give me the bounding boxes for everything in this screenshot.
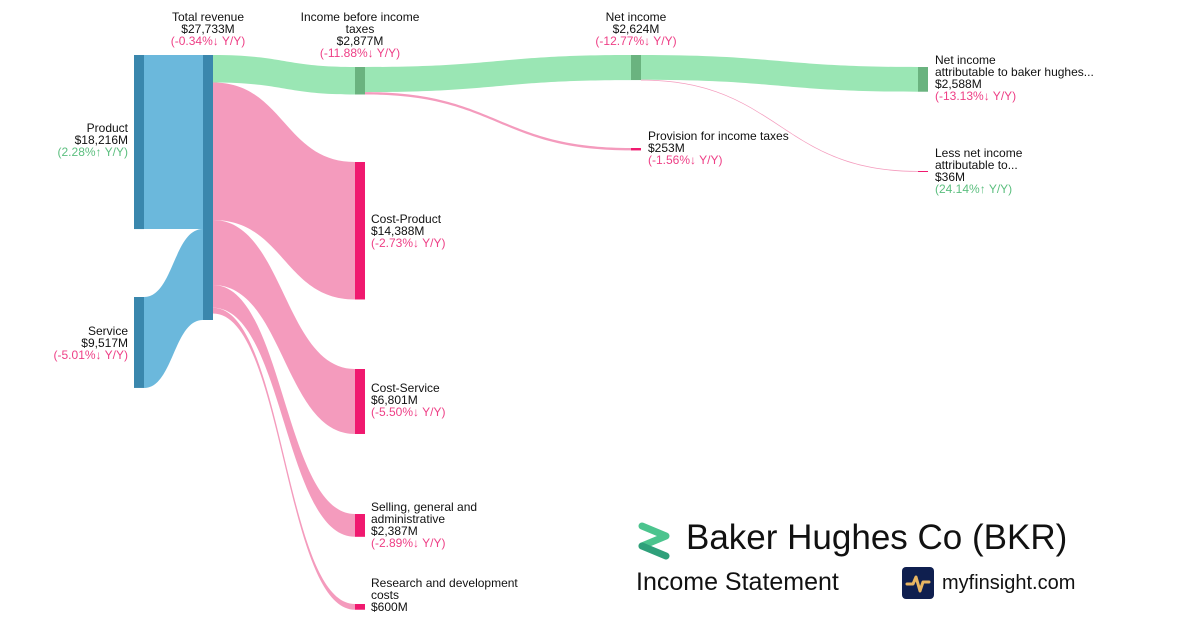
- node-nci: [918, 171, 928, 172]
- link-ibt-ni: [365, 55, 631, 93]
- node-ibt: [355, 67, 365, 95]
- node-change: (-13.13%↓ Y/Y): [935, 89, 1017, 103]
- node-ni: [631, 55, 641, 81]
- node-tax: [631, 148, 641, 151]
- statement-subtitle: Income Statement: [636, 568, 839, 596]
- node-value: $9,517M: [81, 336, 128, 350]
- node-value: $14,388M: [371, 224, 425, 238]
- node-change: (-1.56%↓ Y/Y): [648, 153, 723, 167]
- label-costp: Cost-Product $14,388M (-2.73%↓ Y/Y): [371, 213, 445, 249]
- link-total-costs: [213, 219, 355, 434]
- node-change: (24.14%↑ Y/Y): [935, 182, 1013, 196]
- link-product-total: [144, 55, 203, 230]
- label-costs: Cost-Service $6,801M (-5.50%↓ Y/Y): [371, 382, 445, 418]
- node-name: Cost-Product: [371, 212, 442, 226]
- label-ni: Net income $2,624M (-12.77%↓ Y/Y): [595, 11, 676, 47]
- label-sga: Selling, general and administrative $2,38…: [371, 501, 477, 549]
- node-total: [203, 55, 213, 320]
- label-tax: Provision for income taxes $253M (-1.56%↓ …: [648, 130, 789, 166]
- node-change: (-5.50%↓ Y/Y): [371, 405, 446, 419]
- label-ibt: Income before income taxes $2,877M (-11.88…: [301, 11, 420, 59]
- node-value: $6,801M: [371, 393, 418, 407]
- node-change: (-0.34%↓ Y/Y): [170, 34, 246, 48]
- node-value: $36M: [935, 170, 966, 184]
- node-value: $253M: [648, 141, 685, 155]
- node-name: Total revenue: [171, 10, 245, 24]
- node-rd: [355, 604, 365, 610]
- node-name: Research and development costs: [371, 576, 518, 602]
- node-name: Service: [87, 324, 128, 338]
- node-costp: [355, 162, 365, 300]
- link-total-costp: [213, 82, 355, 300]
- node-name: Income before income taxes: [300, 10, 420, 36]
- node-value: $2,588M: [935, 77, 982, 91]
- node-change: (-5.01%↓ Y/Y): [53, 348, 128, 362]
- node-change: (-12.77%↓ Y/Y): [595, 34, 677, 48]
- node-value: $27,733M: [181, 22, 235, 36]
- node-value: $18,216M: [74, 133, 128, 147]
- company-logo-icon: [638, 522, 670, 560]
- node-change: (-11.88%↓ Y/Y): [319, 46, 401, 60]
- node-name: Less net income attributable to...: [935, 146, 1023, 172]
- site-link[interactable]: myfinsight.com: [942, 572, 1076, 594]
- link-ni-nci: [641, 79, 918, 172]
- link-ibt-tax: [365, 92, 631, 151]
- label-nci: Less net income attributable to... $36M (2…: [935, 147, 1022, 195]
- node-name: Net income: [605, 10, 667, 24]
- node-product: [134, 55, 144, 230]
- link-total-rd: [213, 307, 355, 610]
- node-nia: [918, 67, 928, 92]
- node-value: $2,877M: [336, 34, 384, 48]
- node-change: (2.28%↑ Y/Y): [57, 145, 128, 159]
- node-service: [134, 297, 144, 388]
- company-title: Baker Hughes Co (BKR): [686, 518, 1068, 557]
- label-total: Total revenue $27,733M (-0.34%↓ Y/Y): [171, 11, 245, 47]
- node-value: $2,387M: [371, 524, 418, 538]
- node-name: Product: [86, 121, 128, 135]
- node-name: Net income attributable to baker hughes.…: [935, 53, 1094, 79]
- node-change: (-2.73%↓ Y/Y): [371, 236, 446, 250]
- node-name: Cost-Service: [371, 381, 440, 395]
- node-costs: [355, 369, 365, 434]
- link-ni-nia: [641, 55, 918, 92]
- node-change: (-2.89%↓ Y/Y): [371, 536, 446, 550]
- node-sga: [355, 514, 365, 537]
- link-total-ibt: [213, 55, 355, 95]
- link-service-total: [144, 229, 203, 388]
- node-value: $600M: [371, 600, 408, 614]
- label-rd: Research and development costs $600M: [371, 577, 518, 613]
- node-name: Selling, general and administrative: [371, 500, 478, 526]
- label-service: Service $9,517M (-5.01%↓ Y/Y): [54, 325, 128, 361]
- node-name: Provision for income taxes: [648, 129, 789, 143]
- myfinsight-logo-icon: [902, 567, 934, 599]
- node-value: $2,624M: [612, 22, 660, 36]
- link-total-sga: [213, 284, 355, 537]
- label-nia: Net income attributable to baker hughes.…: [935, 54, 1094, 102]
- label-product: Product $18,216M (2.28%↑ Y/Y): [58, 122, 128, 158]
